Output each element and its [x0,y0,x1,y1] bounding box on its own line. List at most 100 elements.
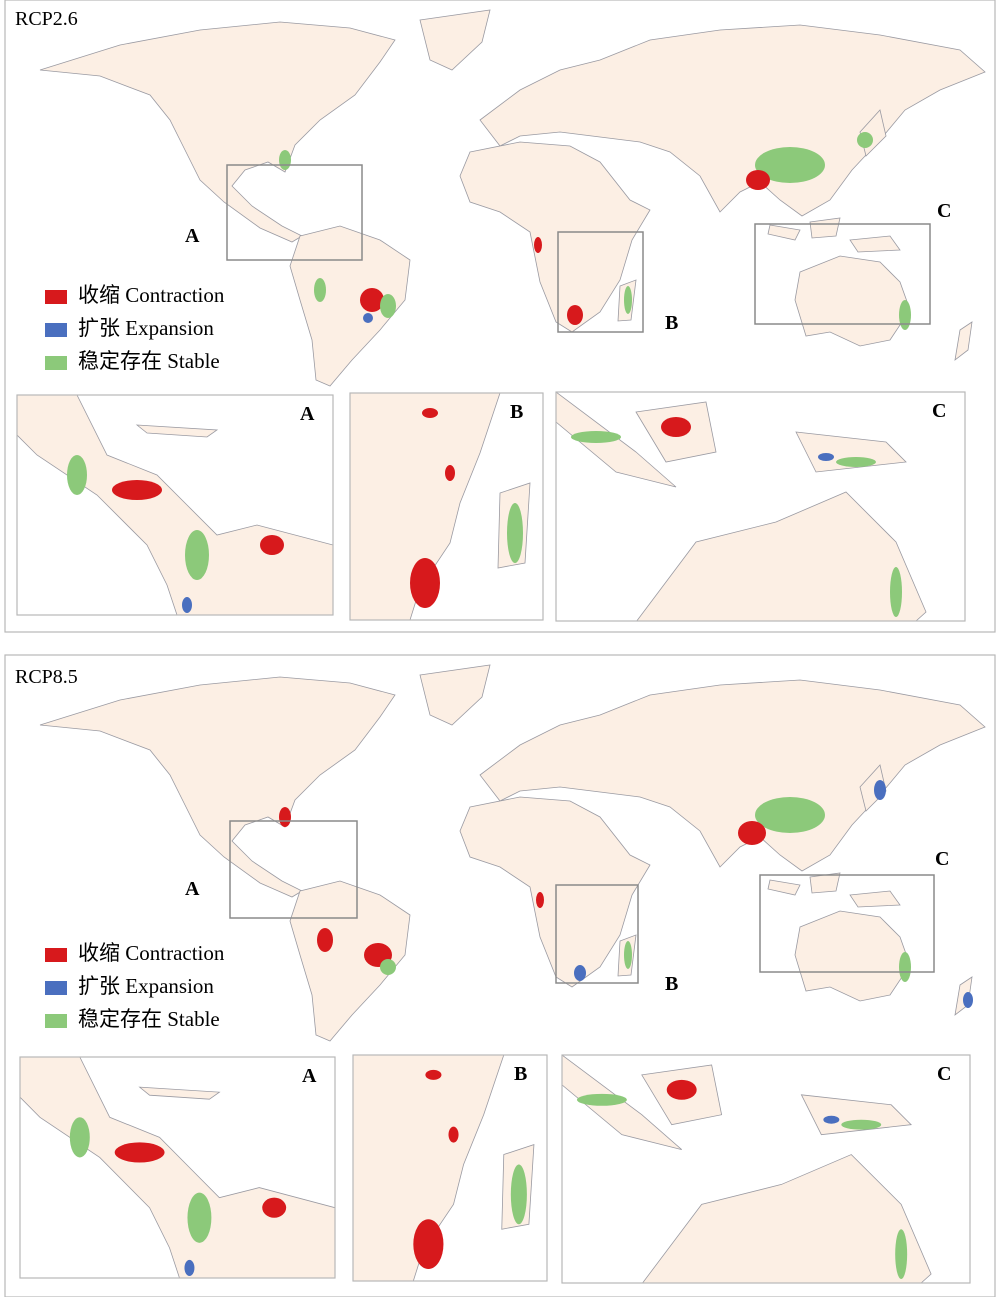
land [849,235,901,253]
inset-map: C [555,391,966,622]
range-patch [895,1229,908,1280]
range-patch [380,294,396,318]
inset-label: B [510,401,523,423]
legend-swatch [45,323,67,337]
inset-map: B [349,392,544,621]
box-label: C [937,200,951,222]
land [479,24,986,217]
inset-scale [17,395,333,615]
range-patch [899,952,911,982]
zoom-box [229,820,358,919]
range-patch [755,147,825,183]
inset-content [562,1055,932,1283]
range-patch [963,992,973,1008]
box-label: B [665,312,678,334]
range-patch [182,597,192,613]
inset-frame [352,1054,548,1282]
box-label: C [935,848,949,870]
legend-label: 收缩 Contraction [78,941,225,965]
range-patch [410,558,440,608]
inset-label: C [932,400,946,422]
land [419,9,491,71]
range-patch [187,1192,212,1243]
map-panel: RCP8.5 A B C 收缩 Contraction 扩张 Expansion 稳定存在 … [4,654,996,1297]
panel-title: RCP2.6 [15,8,78,30]
legend-label: 扩张 Expansion [78,974,214,998]
inset-scale [350,393,531,620]
land [767,224,801,241]
legend-label: 稳定存在 Stable [78,349,220,373]
land [350,393,501,620]
range-patch [422,408,438,418]
range-patch [576,1093,627,1106]
range-patch [185,530,209,580]
zoom-box [557,231,644,333]
map-panel: RCP2.6 A B C 收缩 Contraction 扩张 Expansion 稳定存在 … [4,0,996,633]
range-patch [624,941,632,969]
legend-swatch [45,290,67,304]
legend-swatch [45,981,67,995]
box-label: B [665,973,678,995]
range-patch [624,286,632,314]
zoom-box [759,874,935,973]
inset-label: C [937,1063,951,1085]
inset-frame [16,394,334,616]
inset-map: B [352,1054,548,1282]
range-patch [574,965,586,981]
legend-swatch [45,948,67,962]
inset-scale [556,392,927,621]
land [859,764,887,812]
land [954,321,973,361]
inset-map: C [561,1054,971,1284]
range-patch [534,237,542,253]
range-patch [317,928,333,952]
inset-label: A [300,403,315,425]
inset-frame [555,391,966,622]
range-patch [818,453,834,461]
land [459,141,651,333]
land [794,910,911,1002]
box-label: A [185,878,200,900]
land [767,879,801,896]
range-patch [874,780,886,800]
land [641,1154,932,1283]
land [800,1094,913,1136]
range-patch [380,959,396,975]
range-patch [262,1197,287,1218]
range-patch [279,807,291,827]
land [419,664,491,726]
inset-content [556,392,927,621]
range-patch [823,1115,840,1124]
range-patch [567,305,583,325]
panel-frame [4,0,996,633]
inset-map: A [19,1056,336,1279]
range-patch [360,288,384,312]
land [289,225,411,387]
range-patch [112,480,162,500]
land [459,796,651,988]
zoom-box [555,884,639,984]
legend-label: 扩张 Expansion [78,316,214,340]
range-patch [445,465,455,481]
range-patch [857,132,873,148]
land [635,491,927,621]
inset-frame [561,1054,971,1284]
range-patch [363,313,373,323]
land [809,217,841,239]
box-label: A [185,225,200,247]
range-patch [899,300,911,330]
range-patch [536,892,544,908]
range-patch [314,278,326,302]
inset-scale [20,1057,335,1278]
zoom-box [754,223,931,325]
range-patch [661,417,691,437]
range-patch [571,431,621,443]
range-patch [836,457,876,467]
inset-scale [353,1055,535,1281]
panel-title: RCP8.5 [15,666,78,688]
range-patch [279,150,291,170]
land [289,880,411,1042]
range-patch [890,567,902,617]
range-patch [260,535,284,555]
legend-swatch [45,356,67,370]
